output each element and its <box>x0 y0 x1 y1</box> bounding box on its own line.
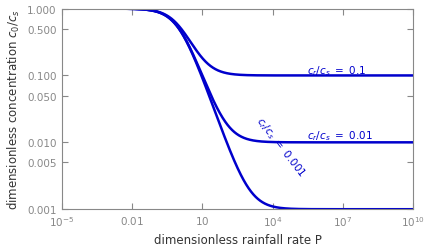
Text: $c_r/c_s\ =\ 0.001$: $c_r/c_s\ =\ 0.001$ <box>253 114 308 179</box>
Text: $c_r/c_s\ =\ 0.01$: $c_r/c_s\ =\ 0.01$ <box>307 129 372 143</box>
Text: $c_r/c_s\ =\ 0.1$: $c_r/c_s\ =\ 0.1$ <box>307 64 366 78</box>
Y-axis label: dimensionless concentration $c_0/c_s$: dimensionless concentration $c_0/c_s$ <box>6 9 22 210</box>
X-axis label: dimensionless rainfall rate P: dimensionless rainfall rate P <box>153 234 321 246</box>
